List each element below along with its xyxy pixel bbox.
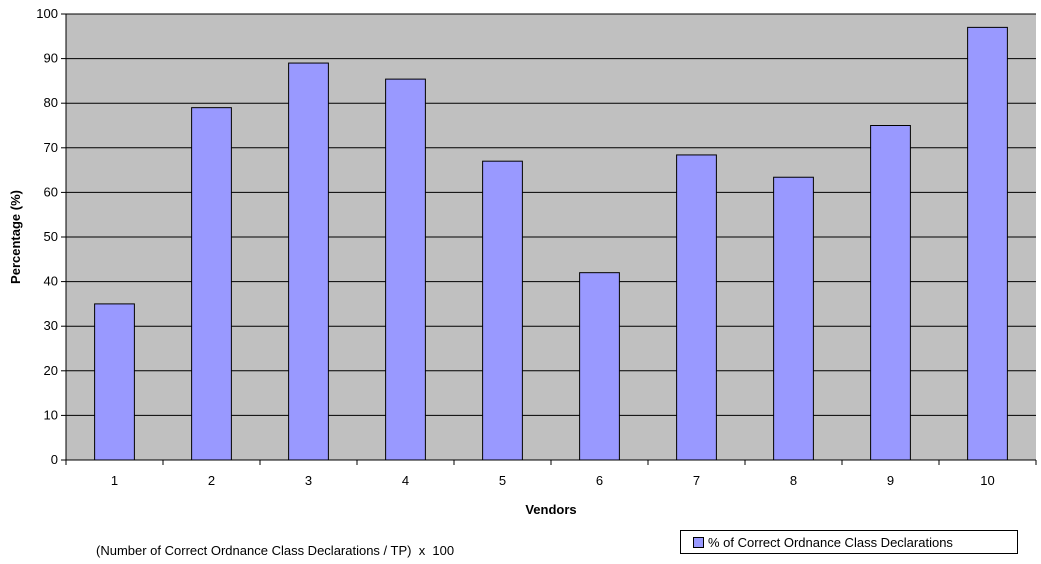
y-tick-label: 60 — [44, 184, 58, 199]
bars — [94, 26, 1008, 461]
bar — [288, 62, 329, 461]
x-tick-label: 8 — [790, 473, 797, 488]
axes — [61, 13, 1037, 465]
y-tick-label: 30 — [44, 318, 58, 333]
bar — [967, 26, 1008, 461]
x-tick-label: 6 — [596, 473, 603, 488]
x-axis-title: Vendors — [525, 502, 576, 517]
x-tick-labels: 1 2 3 4 5 6 7 8 9 10 — [111, 473, 995, 488]
y-tick-label: 0 — [51, 452, 58, 467]
bar — [870, 125, 911, 461]
y-tick-labels: 0 10 20 30 40 50 60 70 80 90 100 — [36, 6, 58, 467]
x-tick-label: 2 — [208, 473, 215, 488]
formula-note: (Number of Correct Ordnance Class Declar… — [96, 543, 455, 558]
x-tick-label: 9 — [887, 473, 894, 488]
bar — [385, 78, 426, 461]
x-tick-label: 5 — [499, 473, 506, 488]
x-tick-label: 4 — [402, 473, 409, 488]
bar — [482, 160, 523, 461]
y-tick-label: 10 — [44, 407, 58, 422]
legend-swatch — [693, 536, 704, 548]
x-tick-label: 1 — [111, 473, 118, 488]
x-tick-label: 7 — [693, 473, 700, 488]
bar — [676, 154, 717, 461]
legend-label: % of Correct Ordnance Class Declarations — [708, 534, 953, 550]
x-tick-label: 3 — [305, 473, 312, 488]
y-tick-label: 90 — [44, 51, 58, 66]
bar — [773, 176, 814, 461]
bar — [579, 272, 620, 461]
bar — [191, 107, 232, 461]
y-tick-label: 20 — [44, 363, 58, 378]
y-tick-label: 80 — [44, 95, 58, 110]
y-tick-label: 100 — [36, 6, 58, 21]
y-axis-title: Percentage (%) — [8, 190, 23, 284]
bar — [94, 303, 135, 461]
y-tick-label: 70 — [44, 140, 58, 155]
y-tick-label: 40 — [44, 274, 58, 289]
y-tick-label: 50 — [44, 229, 58, 244]
legend: % of Correct Ordnance Class Declarations — [680, 530, 1018, 554]
x-tick-label: 10 — [980, 473, 994, 488]
